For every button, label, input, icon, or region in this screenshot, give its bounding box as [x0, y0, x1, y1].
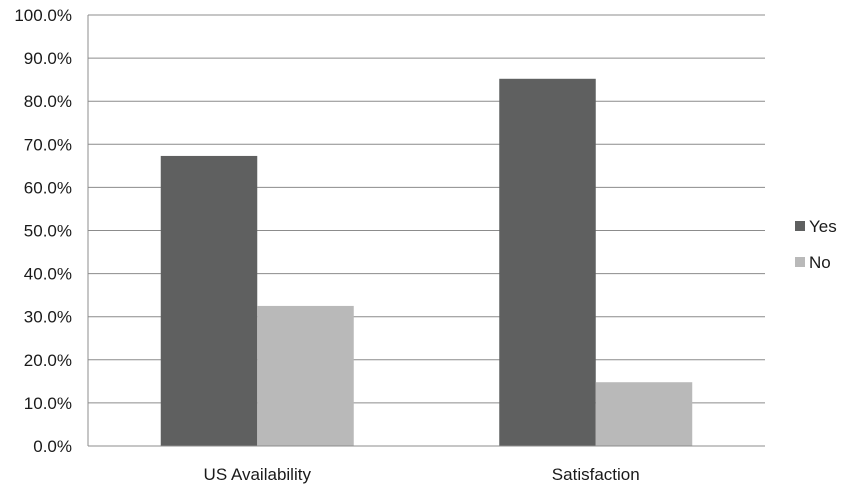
bar-no-us-availability — [257, 305, 354, 446]
legend-label-yes: Yes — [809, 217, 837, 236]
x-category-label: US Availability — [204, 465, 312, 484]
y-tick-label: 50.0% — [24, 222, 72, 241]
y-tick-label: 30.0% — [24, 308, 72, 327]
y-tick-label: 90.0% — [24, 49, 72, 68]
y-axis-tick-labels: 0.0% 10.0% 20.0% 30.0% 40.0% 50.0% 60.0% 70.0% 8… — [14, 6, 72, 456]
bar-no-satisfaction — [595, 382, 693, 446]
y-tick-label: 70.0% — [24, 135, 72, 154]
legend-label-no: No — [809, 253, 831, 272]
y-tick-label: 10.0% — [24, 394, 72, 413]
y-tick-label: 0.0% — [33, 437, 72, 456]
bar-yes-satisfaction — [499, 78, 596, 447]
y-tick-label: 60.0% — [24, 178, 72, 197]
x-axis-category-labels: US Availability Satisfaction — [204, 465, 640, 484]
y-tick-label: 80.0% — [24, 92, 72, 111]
y-tick-label: 20.0% — [24, 351, 72, 370]
x-category-label: Satisfaction — [552, 465, 640, 484]
y-tick-label: 100.0% — [14, 6, 72, 25]
axes — [87, 15, 765, 447]
bars — [160, 78, 693, 447]
bar-yes-us-availability — [160, 155, 258, 446]
legend-swatch-no — [795, 257, 805, 267]
legend-swatch-yes — [795, 221, 805, 231]
y-tick-label: 40.0% — [24, 265, 72, 284]
legend: Yes No — [795, 217, 837, 272]
